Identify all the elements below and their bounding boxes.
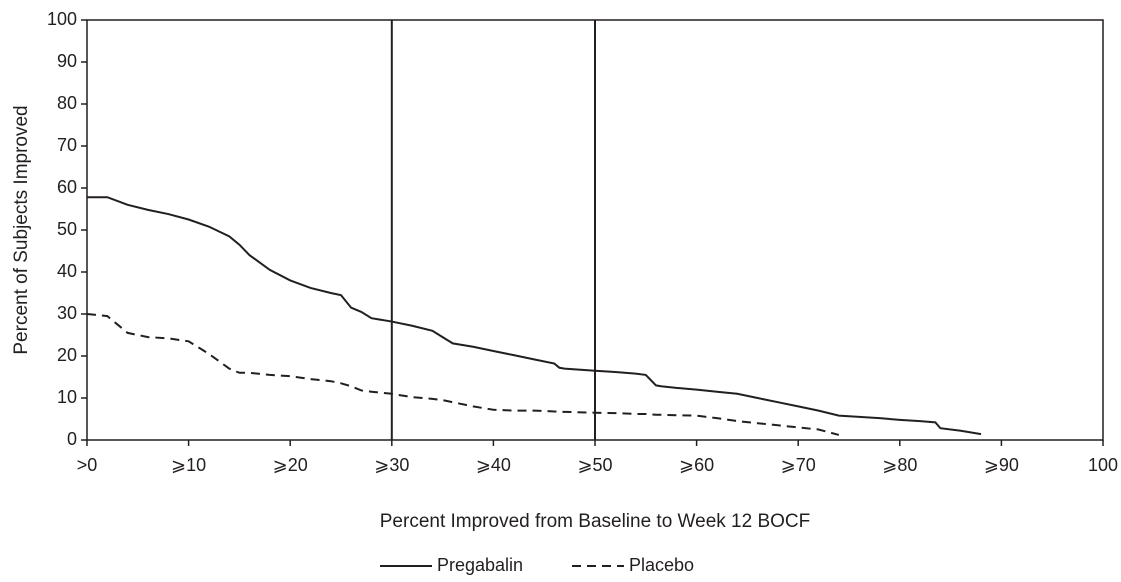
x-tick-label: ⩾60 — [679, 455, 714, 475]
x-axis-label: Percent Improved from Baseline to Week 1… — [380, 511, 811, 532]
y-tick-label: 60 — [57, 177, 77, 197]
x-tick-label: ⩾10 — [171, 455, 206, 475]
y-tick-label: 10 — [57, 387, 77, 407]
y-tick-label: 100 — [47, 9, 77, 29]
x-tick-label: 100 — [1088, 455, 1118, 475]
x-tick-label: ⩾50 — [577, 455, 612, 475]
legend-label: Pregabalin — [437, 555, 523, 575]
y-tick-label: 0 — [67, 429, 77, 449]
x-tick-label: ⩾30 — [374, 455, 409, 475]
y-tick-label: 50 — [57, 219, 77, 239]
x-tick-label: ⩾80 — [882, 455, 917, 475]
legend-label: Placebo — [629, 555, 694, 575]
data-line — [87, 196, 982, 436]
x-tick-label: ⩾90 — [984, 455, 1019, 475]
data-line — [86, 313, 840, 436]
y-tick-label: 20 — [57, 345, 77, 365]
x-tick-label: >0 — [77, 455, 98, 475]
x-tick-label: ⩾40 — [476, 455, 511, 475]
y-tick-label: 30 — [57, 303, 77, 323]
y-tick-label: 40 — [57, 261, 77, 281]
x-tick-label: ⩾20 — [273, 455, 308, 475]
y-tick-label: 70 — [57, 135, 77, 155]
y-tick-label: 80 — [57, 93, 77, 113]
y-tick-label: 90 — [57, 51, 77, 71]
x-tick-label: ⩾70 — [781, 455, 816, 475]
y-axis-label: Percent of Subjects Improved — [11, 105, 32, 354]
